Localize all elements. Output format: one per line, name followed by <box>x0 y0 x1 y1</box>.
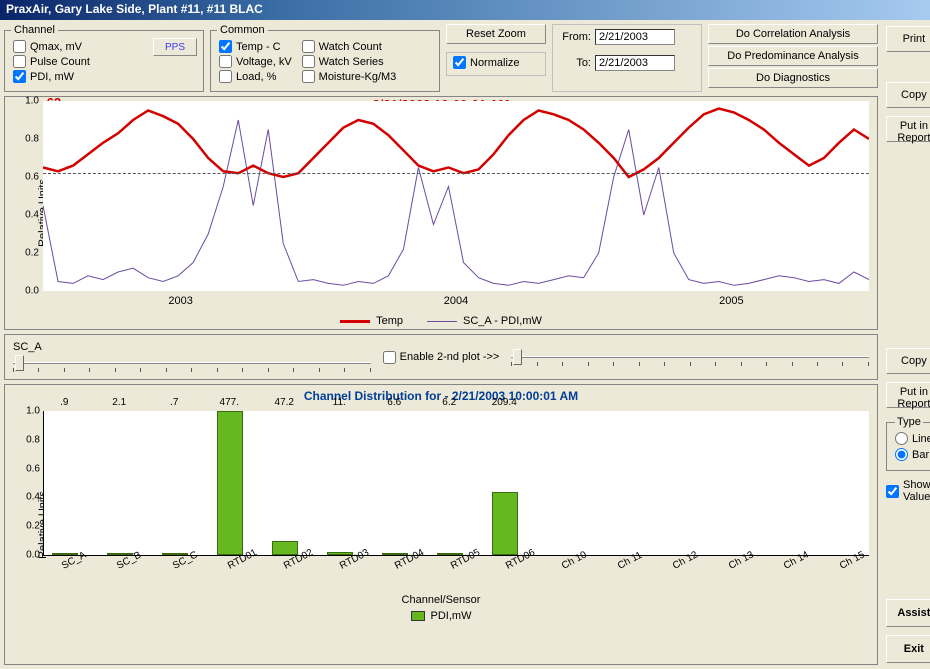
from-date-input[interactable] <box>595 29 675 45</box>
slider-row: SC_A Enable 2-nd plot ->> <box>4 334 878 380</box>
normalize-checkbox[interactable]: Normalize <box>453 56 520 69</box>
common-col1-opt-0[interactable]: Temp - C <box>219 40 281 53</box>
channel-opt-0[interactable]: Qmax, mV <box>13 40 82 53</box>
bar-RTD06[interactable] <box>492 492 518 555</box>
analysis-button-0[interactable]: Do Correlation Analysis <box>708 24 878 44</box>
normalize-label: Normalize <box>470 57 520 69</box>
pps-button[interactable]: PPS <box>153 38 197 56</box>
to-date-input[interactable] <box>595 55 675 71</box>
upper-chart-frame: .62 2/21/2003 10:00:01 AM Relative Units… <box>4 96 878 330</box>
print-button[interactable]: Print <box>886 26 930 52</box>
main-column: Channel Qmax, mV Pulse Count PDI, mW PPS C… <box>0 20 884 669</box>
window-title: PraxAir, Gary Lake Side, Plant #11, #11 … <box>0 0 930 20</box>
common-col2-opt-1[interactable]: Watch Series <box>302 55 384 68</box>
common-legend: Common <box>217 24 268 36</box>
common-column-1: Temp - C Voltage, kV Load, % <box>219 38 292 85</box>
put-in-report2-button[interactable]: Put in Report <box>886 382 930 408</box>
type-group: Type Line Bar <box>886 416 930 471</box>
bar-RTD05[interactable] <box>437 553 463 555</box>
common-group: Common Temp - C Voltage, kV Load, % Watch … <box>210 24 440 92</box>
type-line-radio[interactable]: Line <box>895 432 930 445</box>
channel-group: Channel Qmax, mV Pulse Count PDI, mW PPS <box>4 24 204 92</box>
slider-label: SC_A <box>13 341 73 353</box>
bar-RTD01[interactable] <box>217 411 243 555</box>
analysis-button-2[interactable]: Do Diagnostics <box>708 68 878 88</box>
copy2-button[interactable]: Copy <box>886 348 930 374</box>
exit-button[interactable]: Exit <box>886 635 930 663</box>
upper-chart-legend: TempSC_A - PDI,mW <box>5 311 877 329</box>
reset-zoom-button[interactable]: Reset Zoom <box>446 24 546 44</box>
common-col2-opt-0[interactable]: Watch Count <box>302 40 382 53</box>
upper-chart-area[interactable]: 0.00.20.40.60.81.0 <box>43 101 869 291</box>
channel-legend: Channel <box>11 24 58 36</box>
side-column: Print Copy Put in Report Copy Put in Rep… <box>884 20 930 669</box>
slider-right[interactable] <box>511 347 869 367</box>
bar-RTD02[interactable] <box>272 541 298 555</box>
copy-button[interactable]: Copy <box>886 82 930 108</box>
bar-chart-xlabels: SC_ASC_BSC_CRTD01RTD02RTD03RTD04RTD05RTD… <box>43 560 877 594</box>
type-bar-radio[interactable]: Bar <box>895 448 929 461</box>
analysis-button-1[interactable]: Do Predominance Analysis <box>708 46 878 66</box>
channel-options: Qmax, mV Pulse Count PDI, mW <box>13 38 145 85</box>
workspace: Channel Qmax, mV Pulse Count PDI, mW PPS C… <box>0 20 930 669</box>
from-label: From: <box>557 31 591 43</box>
analysis-buttons: Do Correlation AnalysisDo Predominance A… <box>708 24 878 92</box>
enable-second-plot-label: Enable 2-nd plot ->> <box>400 351 500 363</box>
show-values-checkbox[interactable]: Show Values <box>886 479 930 503</box>
common-col2-opt-2[interactable]: Moisture-Kg/M3 <box>302 70 397 83</box>
bar-series-label: PDI,mW <box>431 610 472 622</box>
enable-second-plot-checkbox[interactable]: Enable 2-nd plot ->> <box>383 351 500 364</box>
upper-chart-xticks: 200320042005 <box>43 295 869 309</box>
assist-button[interactable]: Assist <box>886 599 930 627</box>
slider-left[interactable] <box>13 353 371 373</box>
bar-chart-frame: Channel Distribution for - 2/21/2003 10:… <box>4 384 878 665</box>
date-column: From: To: <box>552 24 702 92</box>
zoom-column: Reset Zoom Normalize <box>446 24 546 92</box>
common-column-2: Watch Count Watch Series Moisture-Kg/M3 <box>302 38 397 85</box>
bar-chart-legend: PDI,mW <box>5 606 877 624</box>
channel-opt-1[interactable]: Pulse Count <box>13 55 90 68</box>
common-col1-opt-2[interactable]: Load, % <box>219 70 276 83</box>
common-col1-opt-1[interactable]: Voltage, kV <box>219 55 292 68</box>
bar-chart-area[interactable]: 0.00.20.40.60.81.0 .92.1.7477.47.211.6.6… <box>43 411 869 556</box>
top-controls: Channel Qmax, mV Pulse Count PDI, mW PPS C… <box>4 24 878 92</box>
put-in-report-button[interactable]: Put in Report <box>886 116 930 142</box>
type-legend: Type <box>895 416 923 428</box>
to-label: To: <box>557 57 591 69</box>
channel-opt-2[interactable]: PDI, mW <box>13 70 74 83</box>
